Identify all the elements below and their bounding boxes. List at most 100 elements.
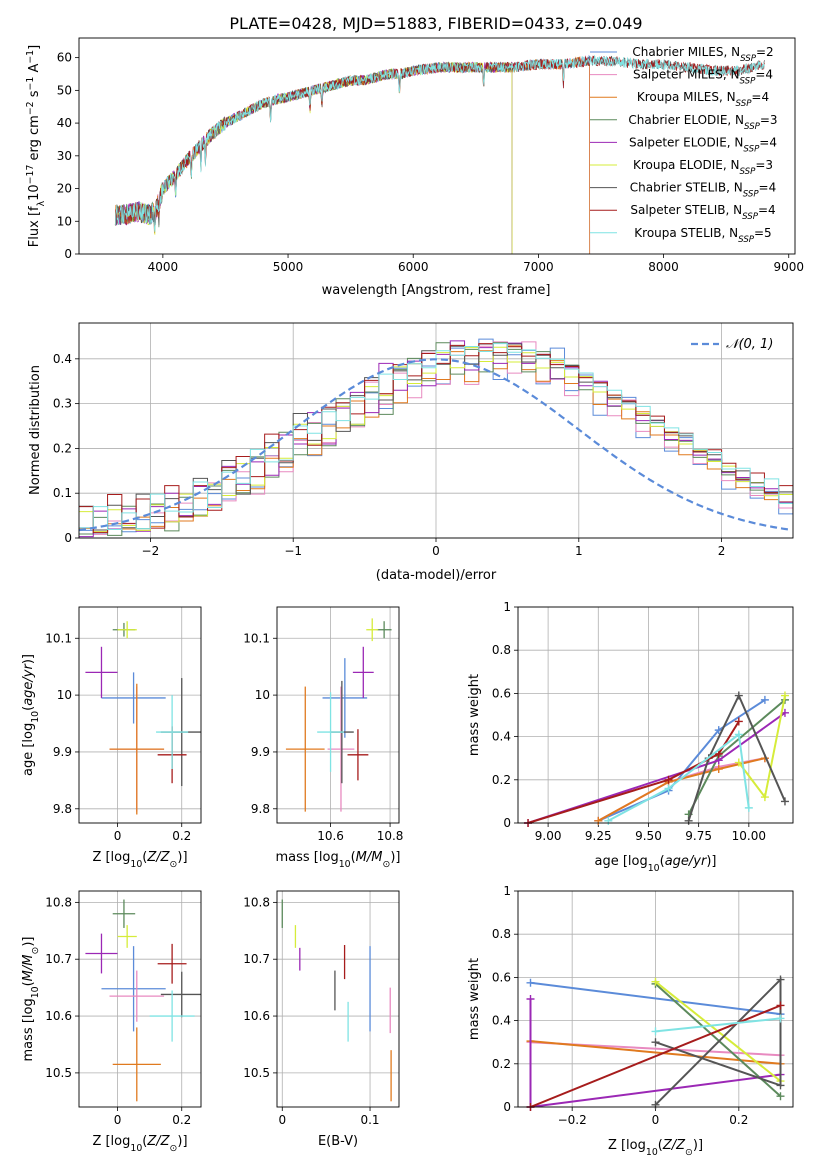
y-tick-label: 10 [57,214,72,228]
x-tick-label: 0 [432,544,440,558]
marker-plus [664,775,673,784]
y-tick-label: 0.4 [53,352,72,366]
axes-frame [276,606,400,824]
legend-entry: Chabrier STELIB, NSSP=4 [630,181,777,200]
x-axis-label: age [log10(age/yr)] [594,854,716,874]
residual-histogram-panel: −2 −1 0 1 2 0 0.1 0.2 0.3 0.4 𝒩(0, 1) (data-model)/… [28,322,794,583]
label-part: ] [27,45,42,50]
axes-frame [78,890,202,1108]
y-tick-label: 9.8 [53,802,72,816]
label-part: =4 [759,135,777,149]
label-part: =5 [754,226,772,240]
x-axis-label: E(B-V) [318,1134,358,1149]
label-part: ⊙ [685,1147,693,1158]
marker-plus [780,797,789,806]
legend-entry: Salpeter MILES, NSSP=4 [633,68,773,87]
y-tick-label: 0.6 [492,970,511,984]
label-part: 10 [646,1147,658,1158]
y-tick-label: 9.8 [251,802,270,816]
label-part: SSP [742,212,759,222]
label-part: )] [693,1138,703,1153]
label-part: ⊙ [30,947,41,955]
marker-plus [594,816,603,825]
label-part: Z [log [92,1134,130,1149]
mass-weight-line [529,999,781,1107]
x-tick-label: 0.2 [172,1113,191,1127]
y-tick-label: 0.3 [53,397,72,411]
label-part: age [log [594,854,647,869]
label-part: =4 [759,181,777,195]
label-part: Salpeter MILES, N [633,68,740,82]
spectrum-panel: 4000 5000 6000 7000 8000 9000 0 10 20 30 40 50 60 wav… [25,37,804,298]
x-tick-label: 9.50 [635,829,662,843]
marker-plus [651,977,660,986]
label-part: −1 [25,77,36,91]
y-tick-label: 10.7 [243,952,270,966]
legend-entry: Kroupa MILES, NSSP=4 [637,90,769,109]
y-tick-label: 10.7 [45,952,72,966]
x-tick-label: 9.75 [685,829,712,843]
label-part: SSP [743,190,760,200]
label-part: ( [142,850,147,865]
y-tick-label: 1 [503,884,511,898]
x-axis-label: mass [log10(M/M⊙)] [276,850,401,870]
x-axis-label: Z [log10(Z/Z⊙)] [92,1134,187,1154]
label-part: A [27,64,42,77]
label-part: Chabrier MILES, N [632,45,740,59]
label-part: )] [21,937,36,947]
y-tick-label: 10.5 [243,1066,270,1080]
mass-vs-metallicity-panel: 0 0.210.510.610.710.8Z [log10(Z/Z⊙)]mass … [21,890,202,1154]
x-tick-label: 0 [114,829,122,843]
y-axis-label: Flux [fλ10−17 erg cm−2 s−1 A−1] [25,45,47,247]
x-tick-label: 9000 [773,260,804,274]
label-part: 10 [30,986,41,998]
label-part: s [27,90,42,101]
marker-plus [734,730,743,739]
spectrum-line [114,54,765,233]
marker-plus [780,691,789,700]
label-part: )] [706,854,716,869]
marker-plus [760,695,769,704]
marker-plus [776,1092,785,1101]
label-part: Chabrier ELODIE, N [628,113,744,127]
marker-plus [684,816,693,825]
y-tick-label: 10.6 [45,1009,72,1023]
label-part: Salpeter STELIB, N [630,203,742,217]
label-part: −2 [25,101,36,115]
marker-plus [776,1081,785,1090]
legend-entry: Salpeter ELODIE, NSSP=4 [629,135,777,154]
y-tick-label: 9.9 [251,745,270,759]
label-part: ⊙ [382,859,390,870]
y-tick-label: 40 [57,116,72,130]
mass-weight-line [654,977,782,1106]
label-part: −1 [25,50,36,64]
legend-entry: Kroupa ELODIE, NSSP=3 [633,158,773,177]
label-part: SSP [740,54,757,64]
label-part: ( [658,1138,663,1153]
histogram-step [79,345,793,533]
x-tick-label: 8000 [648,260,679,274]
y-tick-label: 10.8 [45,895,72,909]
x-axis-label: Z [log10(Z/Z⊙)] [608,1138,703,1158]
y-tick-label: 10.1 [45,631,72,645]
label-part: age/yr [665,854,708,869]
label-part: ⊙ [170,859,178,870]
marker-plus [651,1038,660,1047]
label-part: =4 [758,203,776,217]
label-part: λ [36,200,47,206]
legend-entry: Chabrier ELODIE, NSSP=3 [628,113,777,132]
x-tick-label: 10.00 [732,829,766,843]
x-tick-label: 0 [278,1113,286,1127]
y-axis-label: age [log10(age/yr)] [21,654,41,776]
mass-weight-line [687,693,786,822]
gaussian-curve [79,358,791,532]
legend-entry: Salpeter STELIB, NSSP=4 [630,203,775,222]
axes-frame [517,606,794,824]
label-part: )] [177,850,187,865]
x-tick-label: 1 [575,544,583,558]
label-part: )] [390,850,400,865]
y-tick-label: 0.2 [492,1057,511,1071]
y-tick-label: 20 [57,182,72,196]
axes-frame [517,890,794,1108]
